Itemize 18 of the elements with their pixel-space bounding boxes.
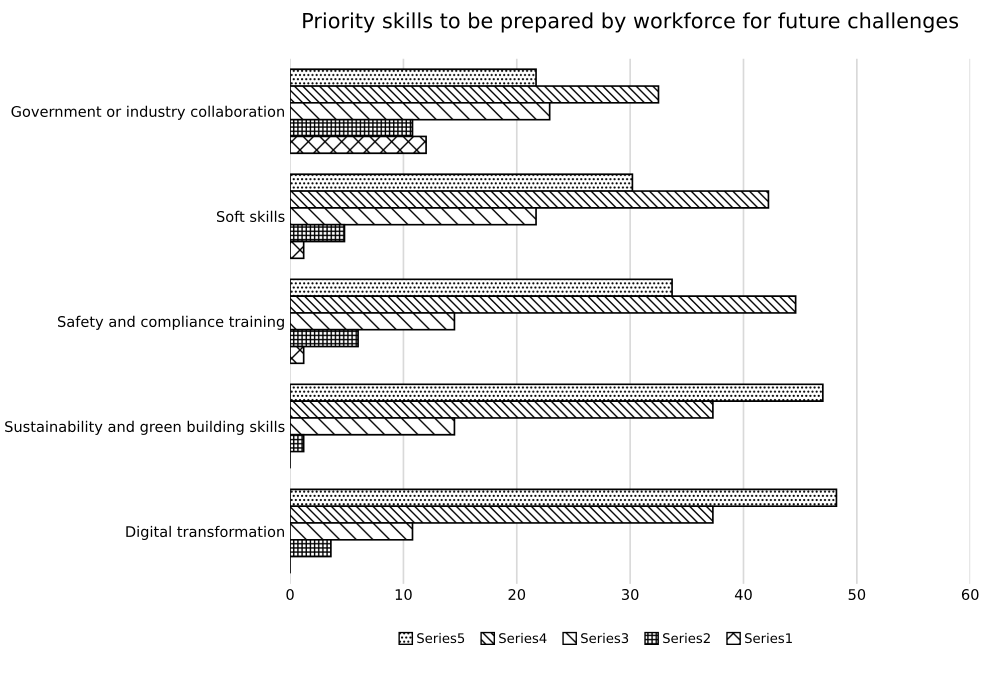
chart-title: Priority skills to be prepared by workforce for future challenges — [303, 12, 958, 33]
y-tick-label: Safety and compliance training — [58, 316, 284, 330]
legend-label: Series2 — [663, 632, 710, 644]
legend-label: Series1 — [745, 632, 792, 644]
y-tick-label: Government or industry collaboration — [11, 106, 284, 120]
x-tick-label: 0 — [286, 589, 294, 600]
legend-label: Series4 — [499, 632, 546, 644]
x-tick-label: 50 — [848, 589, 866, 600]
legend-label: Series3 — [581, 632, 628, 644]
x-tick-label: 30 — [622, 589, 638, 600]
x-tick-label: 20 — [508, 589, 526, 600]
y-tick-label: Sustainability and green building skills — [5, 420, 284, 435]
x-tick-label: 40 — [734, 589, 752, 600]
x-tick-label: 60 — [962, 589, 979, 600]
x-tick-label: 10 — [396, 589, 412, 600]
y-tick-label: Digital transformation — [126, 526, 284, 540]
legend-label: Series5 — [417, 632, 464, 644]
y-tick-label: Soft skills — [216, 210, 284, 222]
